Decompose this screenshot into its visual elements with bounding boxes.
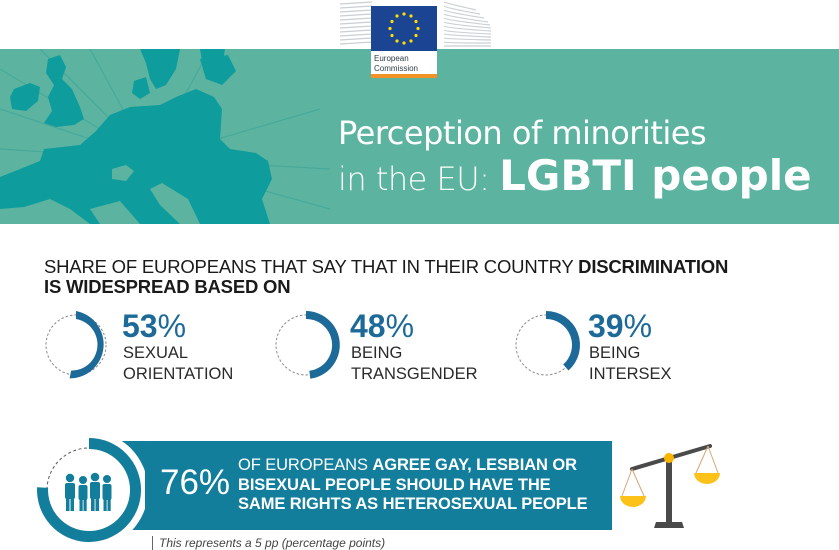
stat-value: 39%: [588, 308, 653, 344]
equal-rights-value: 76%: [160, 463, 231, 502]
stat-label: BEING INTERSEX: [589, 344, 672, 383]
stat-value: 53%: [122, 308, 187, 344]
heading-bold-2: IS WIDESPREAD BASED ON: [44, 276, 291, 297]
donut-chart-icon: [33, 434, 145, 546]
stat-intersex: 39% BEING INTERSEX: [512, 307, 712, 387]
donut-chart-icon: [515, 311, 581, 376]
people-group-icon: [65, 472, 112, 511]
title-line1: Perception of minorities: [338, 114, 707, 152]
donut-chart-icon: [275, 311, 340, 379]
footnote: This represents a 5 pp (percentage point…: [152, 536, 385, 550]
title-line2: in the EU: LGBTI people: [338, 153, 812, 202]
logo-text-line1: European: [374, 54, 409, 63]
eu-flag-icon: [371, 6, 437, 51]
stat-label: SEXUAL ORIENTATION: [123, 344, 234, 383]
donut-chart-icon: [45, 311, 107, 379]
logo-text: European Commission: [374, 54, 418, 74]
page-title: Perception of minorities in the EU: LGBT…: [338, 113, 812, 202]
equal-rights-banner: [118, 441, 612, 530]
stat-value: 48%: [350, 308, 415, 344]
heading-bold-1: DISCRIMINATION: [578, 256, 729, 277]
europe-map-icon: [0, 49, 331, 224]
equal-rights-text: OF EUROPEANS AGREE GAY, LESBIAN OR BISEX…: [238, 456, 588, 513]
logo-orange-bar: [371, 74, 437, 78]
stat-transgender: 48% BEING TRANSGENDER: [272, 307, 492, 387]
title-emphasis: LGBTI people: [499, 151, 812, 200]
heading-normal: SHARE OF EUROPEANS THAT SAY THAT IN THEI…: [44, 256, 579, 277]
discrimination-heading: SHARE OF EUROPEANS THAT SAY THAT IN THEI…: [44, 257, 764, 297]
building-lines-right: [443, 1, 492, 47]
stat-sexual-orientation: 53% SEXUAL ORIENTATION: [42, 307, 262, 387]
logo-text-line2: Commission: [374, 64, 419, 73]
building-lines-left: [340, 1, 372, 45]
european-commission-logo: European Commission: [371, 6, 437, 78]
stat-label: BEING TRANSGENDER: [351, 344, 478, 383]
title-prefix: in the EU:: [338, 160, 500, 198]
hero-banner: Perception of minorities in the EU: LGBT…: [0, 49, 839, 224]
balance-scale-icon: [620, 444, 720, 528]
